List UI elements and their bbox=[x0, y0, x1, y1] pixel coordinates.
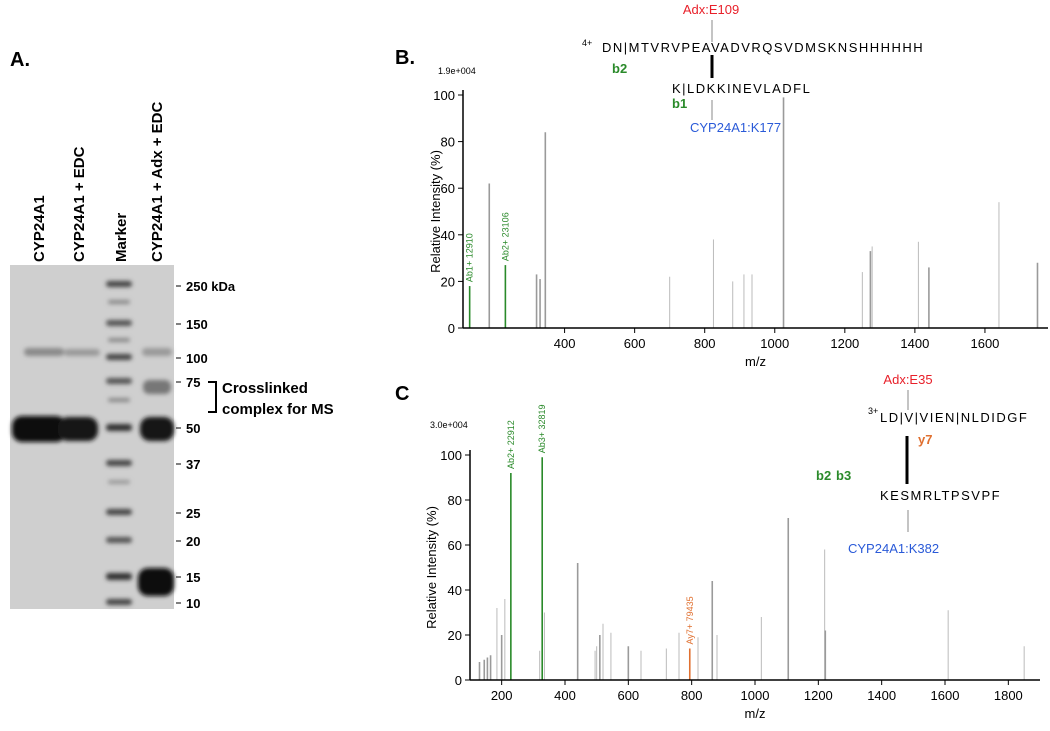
y-tick-label: 80 bbox=[441, 135, 455, 150]
x-tick-label: 600 bbox=[624, 336, 646, 351]
y-tick-label: 40 bbox=[448, 583, 462, 598]
x-tick-label: 800 bbox=[694, 336, 716, 351]
x-tick-label: 1400 bbox=[900, 336, 929, 351]
x-tick-label: 1000 bbox=[741, 688, 770, 703]
lane-label: Marker bbox=[113, 213, 130, 262]
x-tick-label: 1200 bbox=[804, 688, 833, 703]
beta-peptide: KESMRLTPSVPF bbox=[880, 488, 1001, 503]
y-tick-label: 20 bbox=[441, 274, 455, 289]
x-tick-label: 600 bbox=[617, 688, 639, 703]
y-tick-label: 100 bbox=[440, 448, 462, 463]
x-tick-label: 1800 bbox=[994, 688, 1023, 703]
x-tick-label: 1400 bbox=[867, 688, 896, 703]
marker-label: 15 bbox=[186, 570, 200, 585]
peak-label: Ab3+ 32819 bbox=[537, 404, 547, 453]
site-label: Adx:E35 bbox=[883, 372, 932, 387]
fragment-ion: b3 bbox=[836, 468, 851, 483]
marker-label: 75 bbox=[186, 375, 200, 390]
y-tick-label: 60 bbox=[441, 181, 455, 196]
peak-label: Ay7+ 79435 bbox=[685, 596, 695, 644]
site-label: Adx:E109 bbox=[683, 2, 739, 17]
fragment-ion: b2 bbox=[816, 468, 831, 483]
marker-label: 37 bbox=[186, 457, 200, 472]
site-label: CYP24A1:K382 bbox=[848, 541, 939, 556]
y-tick-label: 60 bbox=[448, 538, 462, 553]
y-axis-label: Relative Intensity (%) bbox=[424, 506, 439, 629]
annotation: complex for MS bbox=[222, 401, 334, 418]
marker-label: 20 bbox=[186, 534, 200, 549]
y-tick-label: 0 bbox=[448, 321, 455, 336]
x-tick-label: 400 bbox=[554, 688, 576, 703]
x-tick-label: 1600 bbox=[970, 336, 999, 351]
x-tick-label: 800 bbox=[681, 688, 703, 703]
site-label: CYP24A1:K177 bbox=[690, 120, 781, 135]
marker-label: 100 bbox=[186, 351, 208, 366]
x-tick-label: 1200 bbox=[830, 336, 859, 351]
y-tick-label: 40 bbox=[441, 228, 455, 243]
peak-label: Ab2+ 23106 bbox=[500, 212, 510, 261]
lane-label: CYP24A1 bbox=[31, 195, 48, 262]
scale-label: 1.9e+004 bbox=[438, 66, 476, 76]
y-tick-label: 0 bbox=[455, 673, 462, 688]
marker-label: 10 bbox=[186, 596, 200, 611]
peak-label: Ab2+ 22912 bbox=[506, 420, 516, 469]
x-axis-label: m/z bbox=[745, 354, 766, 369]
peak-label: Ab1+ 12910 bbox=[465, 233, 475, 282]
charge: 4+ bbox=[582, 38, 592, 48]
alpha-peptide: LD|V|VIEN|NLDIDGF bbox=[880, 410, 1028, 425]
x-axis-label: m/z bbox=[745, 706, 766, 721]
beta-peptide: K|LDKKINEVLADFL bbox=[672, 81, 811, 96]
x-tick-label: 400 bbox=[554, 336, 576, 351]
annotation: Crosslinked bbox=[222, 380, 308, 397]
y-tick-label: 20 bbox=[448, 628, 462, 643]
fragment-ion: b2 bbox=[612, 61, 627, 76]
alpha-peptide: DN|MTVRVPEAVADVRQSVDMSKNSHHHHHH bbox=[602, 40, 924, 55]
panel-label: A. bbox=[10, 49, 30, 71]
x-tick-label: 1600 bbox=[931, 688, 960, 703]
charge: 3+ bbox=[868, 406, 878, 416]
marker-label: 150 bbox=[186, 317, 208, 332]
scale-label: 3.0e+004 bbox=[430, 420, 468, 430]
lane-label: CYP24A1 + Adx + EDC bbox=[149, 101, 166, 262]
y-tick-label: 80 bbox=[448, 493, 462, 508]
fragment-ion: b1 bbox=[672, 96, 687, 111]
marker-label: 50 bbox=[186, 421, 200, 436]
y-tick-label: 100 bbox=[433, 88, 455, 103]
x-tick-label: 1000 bbox=[760, 336, 789, 351]
fragment-ion: y7 bbox=[918, 432, 932, 447]
marker-label: 25 bbox=[186, 506, 200, 521]
gel-image bbox=[10, 265, 174, 609]
y-axis-label: Relative Intensity (%) bbox=[428, 150, 443, 273]
panel-label: B. bbox=[395, 47, 415, 69]
panel-label: C bbox=[395, 383, 409, 405]
lane-label: CYP24A1 + EDC bbox=[71, 146, 88, 262]
bracket bbox=[208, 381, 217, 413]
x-tick-label: 200 bbox=[491, 688, 513, 703]
marker-label: 250 kDa bbox=[186, 279, 236, 294]
